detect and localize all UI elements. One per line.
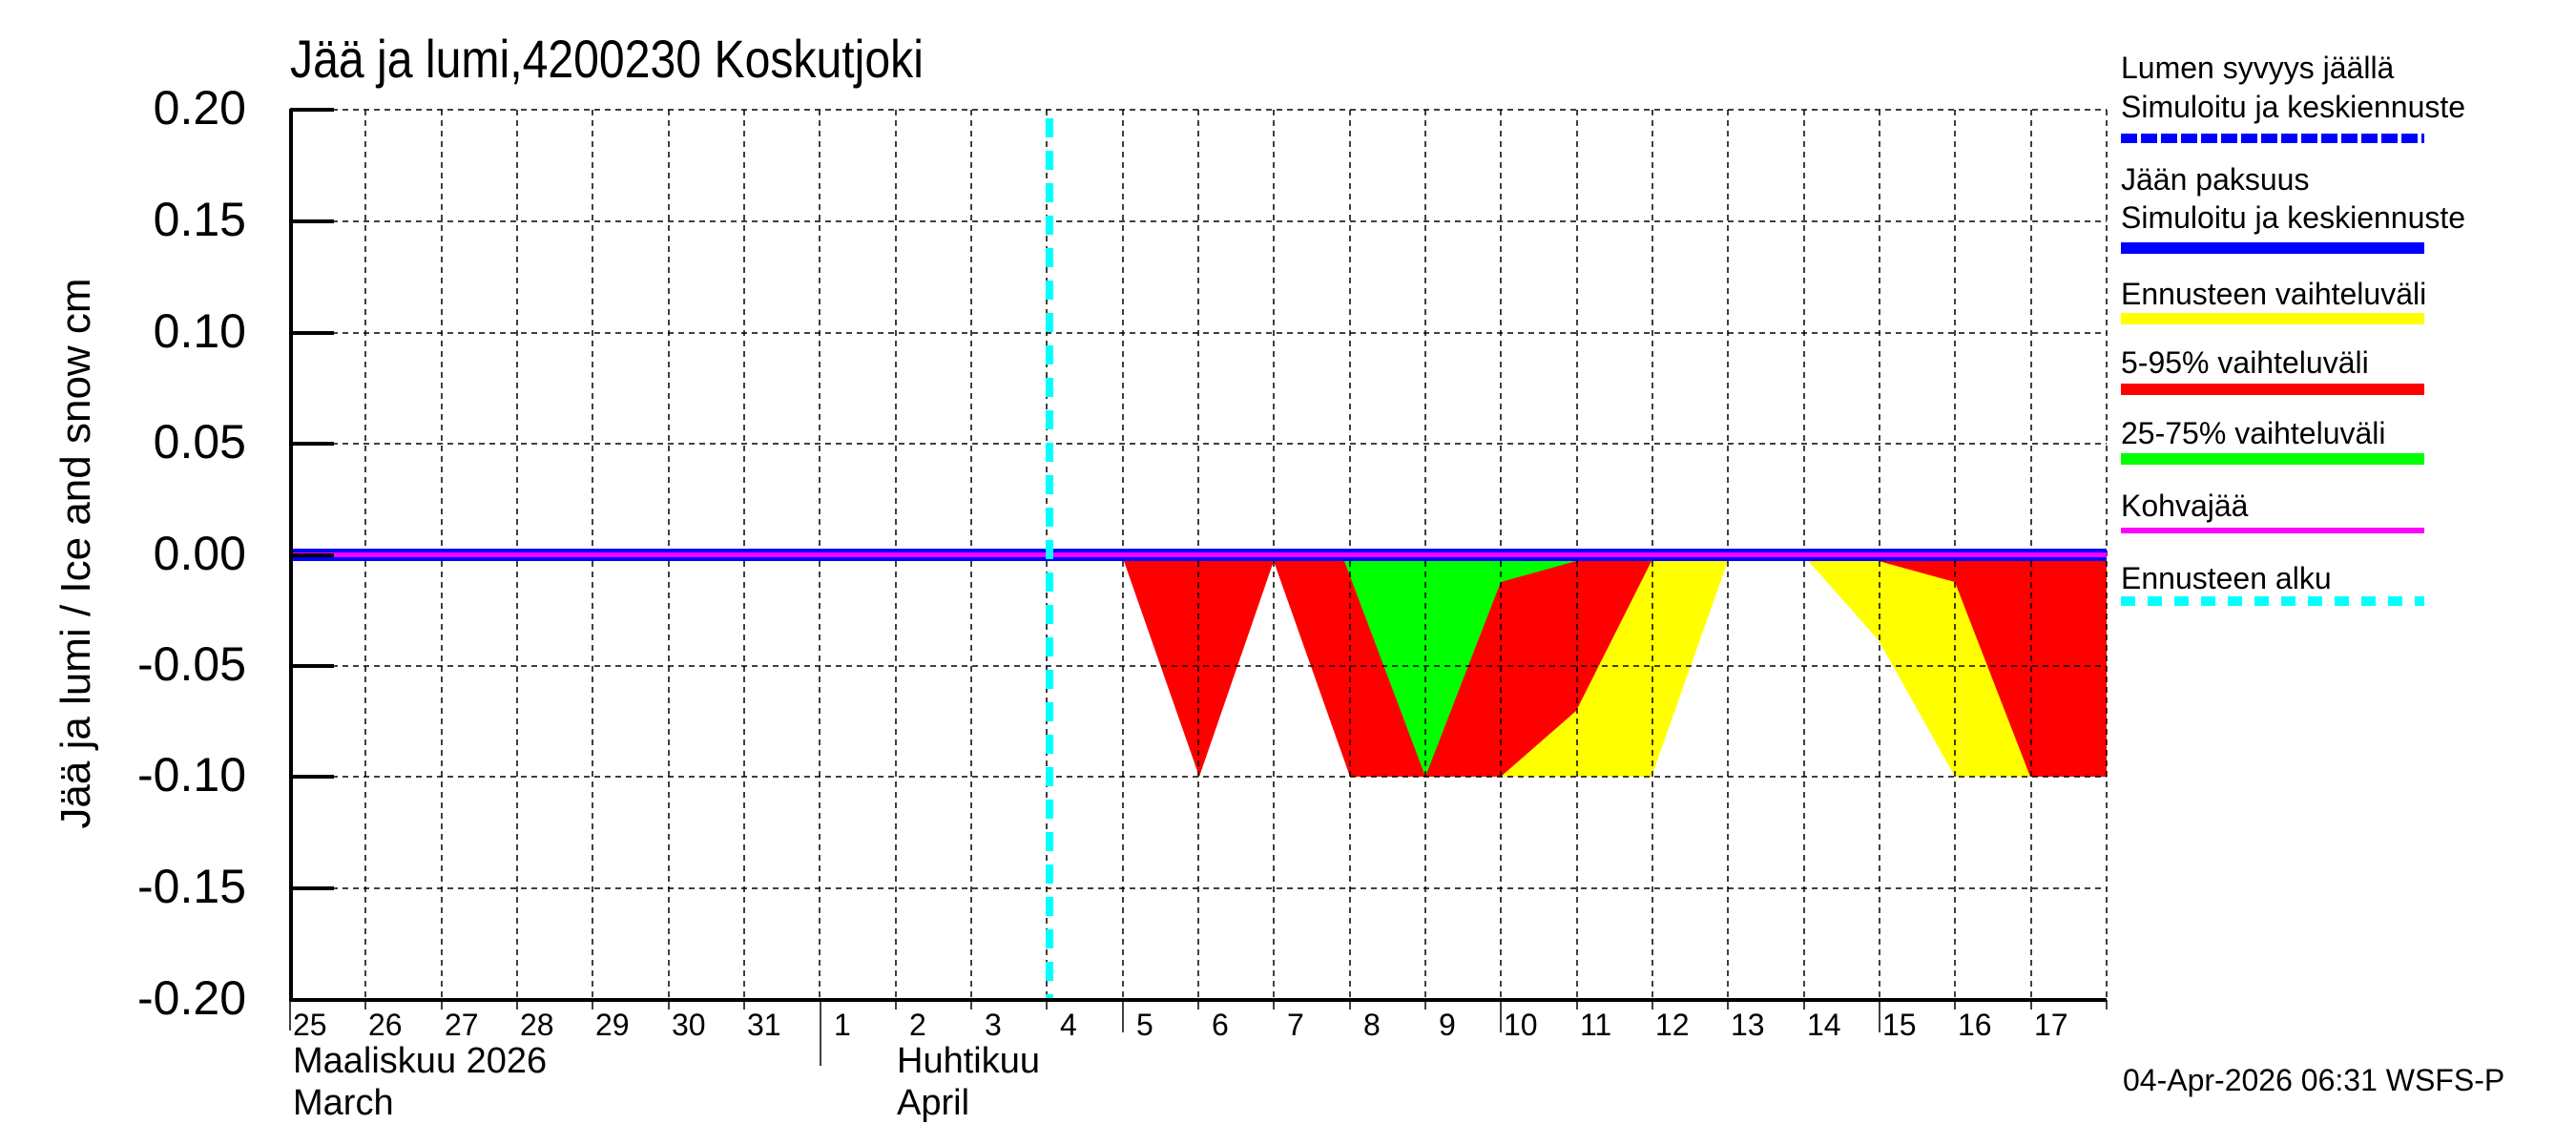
- timestamp-footer: 04-Apr-2026 06:31 WSFS-P: [2123, 1063, 2505, 1097]
- y-tick-label: -0.10: [137, 748, 246, 802]
- legend-swatch-5-95: [2121, 384, 2424, 395]
- x-tick-label: 11: [1580, 1008, 1612, 1042]
- y-tick-label: -0.20: [137, 971, 246, 1025]
- green-25-75-band: [1344, 561, 1576, 777]
- axes: [289, 108, 2108, 1066]
- y-tick-label: 0.15: [153, 193, 246, 246]
- x-tick-label: 13: [1731, 1008, 1765, 1042]
- x-tick-label: 5: [1136, 1008, 1153, 1042]
- y-tick-label: -0.15: [137, 860, 246, 913]
- x-tick-label: 16: [1958, 1008, 1992, 1042]
- legend-label: 5-95% vaihteluväli: [2121, 345, 2369, 380]
- x-tick-label: 2: [909, 1008, 926, 1042]
- month-label-en: March: [293, 1083, 394, 1123]
- x-tick-label: 8: [1363, 1008, 1381, 1042]
- x-tick-label: 26: [368, 1008, 403, 1042]
- x-tick-label: 4: [1060, 1008, 1077, 1042]
- x-tick-label: 29: [595, 1008, 630, 1042]
- x-tick-label: 9: [1439, 1008, 1456, 1042]
- legend-swatch-kohvajaa: [2121, 528, 2424, 533]
- legend-swatch-forecast-start: [2121, 596, 2424, 606]
- legend-label: Ennusteen alku: [2121, 561, 2332, 595]
- y-tick-label: -0.05: [137, 637, 246, 691]
- x-tick-label: 27: [445, 1008, 479, 1042]
- ice-snow-lines: [290, 549, 2107, 561]
- x-tick-label: 25: [293, 1008, 327, 1042]
- legend-label: Kohvajää: [2121, 489, 2249, 523]
- x-tick-label: 12: [1655, 1008, 1690, 1042]
- legend-swatch-ice-thickness: [2121, 242, 2424, 254]
- legend-swatch-25-75: [2121, 453, 2424, 465]
- x-tick-label: 1: [834, 1008, 851, 1042]
- y-tick-label: 0.10: [153, 304, 246, 358]
- legend-label: 25-75% vaihteluväli: [2121, 416, 2386, 450]
- x-tick-label: 10: [1504, 1008, 1538, 1042]
- legend-label: Simuloitu ja keskiennuste: [2121, 200, 2466, 235]
- x-tick-label: 17: [2034, 1008, 2068, 1042]
- legend-label: Lumen syvyys jäällä: [2121, 51, 2395, 85]
- legend-label: Ennusteen vaihteluväli: [2121, 277, 2427, 311]
- x-tick-label: 3: [985, 1008, 1002, 1042]
- month-label-fi: Huhtikuu: [897, 1041, 1040, 1081]
- chart-title: Jää ja lumi,4200230 Koskutjoki: [290, 29, 924, 89]
- y-tick-label: 0.05: [153, 415, 246, 468]
- legend-label: Simuloitu ja keskiennuste: [2121, 90, 2466, 124]
- x-tick-label: 15: [1882, 1008, 1917, 1042]
- x-tick-label: 6: [1212, 1008, 1229, 1042]
- legend-label: Jään paksuus: [2121, 162, 2310, 197]
- x-tick-label: 30: [672, 1008, 706, 1042]
- x-tick-label: 7: [1287, 1008, 1304, 1042]
- x-tick-label: 14: [1807, 1008, 1841, 1042]
- month-label-en: April: [897, 1083, 970, 1123]
- y-tick-label: 0.00: [153, 527, 246, 580]
- month-label-fi: Maaliskuu 2026: [293, 1041, 548, 1081]
- legend-swatch-snow-depth: [2121, 134, 2424, 143]
- x-tick-label: 28: [520, 1008, 554, 1042]
- x-tick-label: 31: [747, 1008, 781, 1042]
- y-tick-label: 0.20: [153, 81, 246, 135]
- legend-swatch-forecast-range: [2121, 313, 2424, 324]
